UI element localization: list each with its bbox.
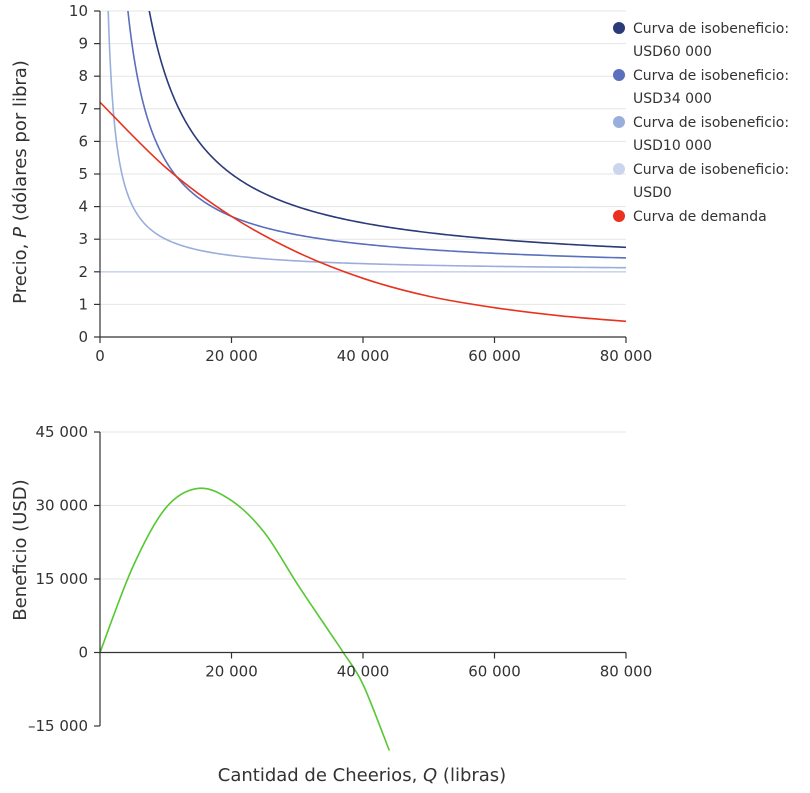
top-x-tick-label: 80 000	[600, 347, 653, 365]
bottom-chart-series	[100, 487, 391, 751]
top-x-tick-label: 20 000	[205, 347, 258, 365]
bottom-x-tick-label: 20 000	[205, 663, 258, 681]
legend-label: Curva de demanda	[633, 209, 767, 225]
legend-label: Curva de isobeneficio:	[633, 115, 789, 131]
top-chart-axes	[94, 10, 627, 343]
bottom-chart-y-axis-title: Beneficio (USD)	[10, 479, 31, 620]
legend-swatch	[613, 163, 625, 175]
legend-label-line2: USD34 000	[633, 91, 712, 107]
top-y-tick-label: 1	[78, 295, 88, 313]
x-axis-title-part-3: (libras)	[437, 765, 506, 786]
legend-swatch	[613, 116, 625, 128]
top-x-tick-label: 40 000	[337, 347, 390, 365]
top-series-group	[100, 11, 626, 323]
bottom-y-tick-label: 15 000	[36, 570, 89, 588]
bottom-series-group	[100, 487, 391, 751]
top-y-tick-label: 9	[78, 35, 88, 53]
isoprofit-curve-34000	[127, 11, 626, 259]
bottom-chart-tick-labels: –15 000 0 15 000 30 000 45 000 20 000 40 000 60…	[28, 423, 652, 735]
bottom-y-tick-label: –15 000	[28, 717, 88, 735]
x-axis-title-part-1: Cantidad de Cheerios,	[218, 765, 423, 786]
demand-curve	[100, 101, 626, 323]
bottom-x-tick-label: 80 000	[600, 663, 653, 681]
bottom-y-tick-label: 0	[78, 644, 88, 662]
isoprofit-curve-10000	[107, 11, 626, 269]
x-axis-title-part-2: Q	[423, 765, 437, 786]
bottom-x-tick-label: 40 000	[337, 663, 390, 681]
legend-swatch	[613, 210, 625, 222]
profit-curve	[100, 487, 391, 751]
legend-label-line2: USD60 000	[633, 44, 712, 60]
top-x-tick-label: 60 000	[468, 347, 521, 365]
top-chart-gridlines	[100, 10, 626, 305]
top-chart-legend: Curva de isobeneficio: USD60 000 Curva de …	[613, 21, 789, 225]
top-y-tick-label: 5	[78, 165, 88, 183]
legend-label: Curva de isobeneficio:	[633, 68, 789, 84]
top-chart-tick-labels: 0 1 2 3 4 5 6 7 8 9 10 0 20 000 40 000 60 000 80 000	[69, 2, 652, 365]
top-y-tick-label: 6	[78, 132, 88, 150]
y-axis-title-part-1: Precio,	[10, 238, 31, 304]
top-y-tick-label: 8	[78, 67, 88, 85]
legend-swatch	[613, 69, 625, 81]
top-y-tick-label: 4	[78, 198, 88, 216]
y-axis-title-part-2: P	[10, 227, 31, 238]
legend-label: Curva de isobeneficio:	[633, 162, 789, 178]
legend-label: Curva de isobeneficio:	[633, 21, 789, 37]
top-y-tick-label: 10	[69, 2, 88, 20]
bottom-chart-axes	[94, 431, 627, 727]
bottom-chart-gridlines	[100, 431, 626, 580]
legend-label-line2: USD10 000	[633, 138, 712, 154]
bottom-y-tick-label: 30 000	[36, 497, 89, 515]
top-y-tick-label: 7	[78, 100, 88, 118]
top-y-tick-label: 2	[78, 263, 88, 281]
legend-swatch	[613, 22, 625, 34]
top-x-tick-label: 0	[95, 347, 105, 365]
bottom-x-tick-label: 60 000	[468, 663, 521, 681]
y-axis-title-part-3: (dólares por libra)	[10, 60, 31, 227]
bottom-y-tick-label: 45 000	[36, 423, 89, 441]
bottom-chart-x-axis-title: Cantidad de Cheerios, Q (libras)	[218, 765, 506, 786]
top-chart-series	[100, 11, 626, 323]
isoprofit-curve-60000	[148, 11, 626, 249]
legend-label-line2: USD0	[633, 185, 672, 201]
top-y-tick-label: 3	[78, 230, 88, 248]
top-chart-y-axis-title: Precio, P (dólares por libra)	[10, 60, 31, 304]
top-y-tick-label: 0	[78, 328, 88, 346]
